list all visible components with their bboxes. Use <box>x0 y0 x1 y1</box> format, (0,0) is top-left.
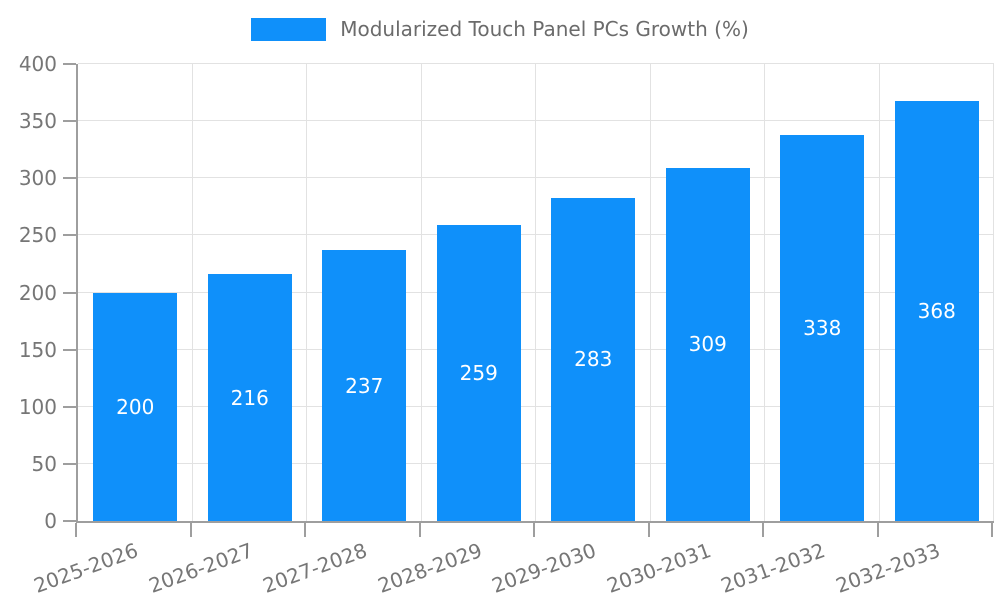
y-axis-label: 50 <box>31 451 57 476</box>
gridline-horizontal <box>78 63 994 64</box>
gridline-horizontal <box>78 120 994 122</box>
gridline-vertical <box>420 64 422 521</box>
y-axis-label: 100 <box>18 394 57 419</box>
legend-swatch-icon <box>251 17 327 41</box>
y-axis-label: 150 <box>18 337 57 362</box>
bar[interactable]: 259 <box>436 225 521 521</box>
bar[interactable]: 216 <box>207 274 292 521</box>
y-axis-label: 350 <box>18 109 57 134</box>
bar-value-label: 309 <box>688 332 727 357</box>
y-axis-tick <box>63 520 76 522</box>
y-axis-label: 300 <box>18 166 57 191</box>
y-axis-tick <box>63 177 76 180</box>
x-axis-label: 2026-2027 <box>145 538 256 598</box>
bar-value-label: 368 <box>917 298 956 323</box>
gridline-vertical <box>535 64 536 521</box>
gridline-horizontal <box>78 405 994 407</box>
x-axis-label: 2029-2030 <box>488 538 600 598</box>
y-axis-label: 400 <box>18 52 57 76</box>
x-axis-label: 2030-2031 <box>603 538 714 598</box>
bar[interactable]: 200 <box>93 292 178 521</box>
x-axis-tick <box>189 523 192 537</box>
bar[interactable]: 368 <box>894 100 979 521</box>
bar[interactable]: 283 <box>551 197 636 521</box>
x-axis-label: 2025-2026 <box>30 538 142 598</box>
x-axis-label: 2032-2033 <box>832 538 943 598</box>
bar-value-label: 200 <box>116 394 155 419</box>
gridline-vertical <box>878 64 880 521</box>
gridline-vertical <box>764 64 765 521</box>
x-axis-tick <box>304 523 306 537</box>
gridline-horizontal <box>78 462 994 464</box>
y-axis-tick <box>63 462 76 465</box>
legend[interactable]: Modularized Touch Panel PCs Growth (%) <box>0 17 1000 41</box>
y-axis-tick <box>63 234 76 237</box>
bar[interactable]: 338 <box>780 134 865 521</box>
y-axis-label: 200 <box>18 280 57 305</box>
bar[interactable]: 237 <box>322 250 407 521</box>
plot-area: 200 216 237 259 283 309 338 368 <box>76 63 994 523</box>
x-axis-label: 2027-2028 <box>259 538 371 598</box>
gridline-horizontal <box>78 234 994 236</box>
bar-value-label: 338 <box>803 315 842 340</box>
bar-value-label: 216 <box>230 385 269 410</box>
x-axis-label: 2028-2029 <box>374 538 485 598</box>
x-axis-tick <box>991 523 993 537</box>
bar-value-label: 259 <box>459 361 498 386</box>
x-axis-label: 2031-2032 <box>717 538 829 598</box>
x-axis-tick <box>75 523 77 537</box>
x-axis-tick <box>762 523 764 537</box>
y-axis-tick <box>63 291 76 294</box>
bar[interactable]: 309 <box>665 167 750 521</box>
gridline-horizontal <box>78 348 994 350</box>
y-axis-tick <box>63 348 76 351</box>
gridline-vertical <box>191 64 193 521</box>
bar-value-label: 237 <box>345 373 384 398</box>
y-axis-tick <box>63 405 76 408</box>
x-axis-tick <box>647 523 650 537</box>
y-axis-label: 250 <box>18 223 57 248</box>
legend-label: Modularized Touch Panel PCs Growth (%) <box>340 17 749 41</box>
x-axis-tick <box>876 523 879 537</box>
bar-value-label: 283 <box>574 347 613 372</box>
gridline-horizontal <box>78 177 994 179</box>
y-axis-label: 0 <box>44 509 57 533</box>
gridline-vertical <box>306 64 307 521</box>
gridline-vertical <box>649 64 651 521</box>
y-axis-tick <box>63 120 76 123</box>
gridline-horizontal <box>78 291 994 293</box>
x-axis-tick <box>418 523 421 537</box>
gridline-vertical <box>993 64 994 521</box>
x-axis-tick <box>533 523 535 537</box>
y-axis-tick <box>63 63 76 65</box>
